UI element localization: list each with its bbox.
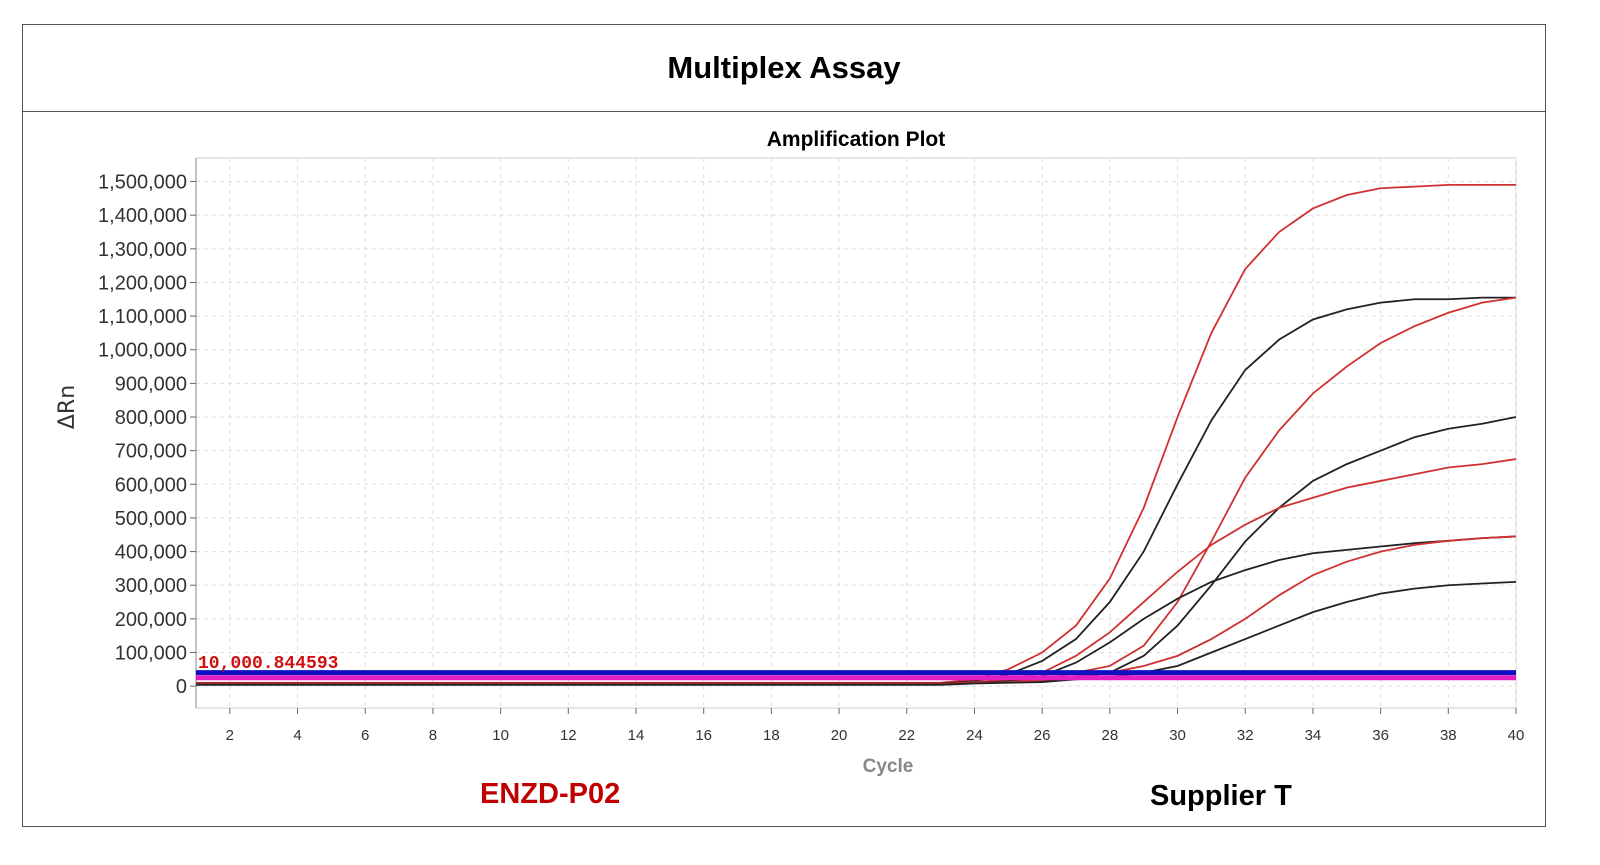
y-tick-label: 1,500,000 — [98, 172, 187, 194]
x-tick-label: 14 — [628, 727, 645, 744]
x-tick-label: 38 — [1440, 727, 1457, 744]
x-tick-label: 20 — [831, 727, 848, 744]
amplification-curve-red-2 — [196, 296, 1517, 686]
left-product-label: ENZD-P02 — [480, 778, 621, 810]
y-tick-label: 600,000 — [115, 474, 187, 496]
x-tick-label: 30 — [1169, 727, 1186, 744]
chart-frame: Multiplex Assay — [22, 24, 1546, 827]
y-tick-label: 100,000 — [115, 642, 187, 664]
x-tick-label: 8 — [429, 727, 437, 744]
y-tick-label: 1,400,000 — [98, 205, 187, 227]
right-product-label: Supplier T — [1150, 780, 1292, 812]
y-tick-label: 200,000 — [115, 609, 187, 631]
y-tick-label: 700,000 — [115, 441, 187, 463]
x-tick-label: 26 — [1034, 727, 1051, 744]
x-tick-label: 34 — [1305, 727, 1322, 744]
x-tick-label: 6 — [361, 727, 369, 744]
amplification-curve-red-3 — [196, 458, 1517, 686]
x-tick-label: 2 — [226, 727, 234, 744]
amplification-curve-black-4 — [196, 580, 1517, 686]
x-tick-label: 18 — [763, 727, 780, 744]
x-tick-label: 40 — [1508, 727, 1525, 744]
y-tick-label: 300,000 — [115, 575, 187, 597]
amplification-curve-black-1 — [196, 296, 1516, 685]
plot-area — [195, 157, 1517, 709]
x-tick-label: 28 — [1102, 727, 1119, 744]
threshold-label: 10,000.844593 — [198, 654, 338, 674]
x-tick-label: 24 — [966, 727, 983, 744]
y-tick-label: 1,300,000 — [98, 239, 187, 261]
x-tick-label: 16 — [695, 727, 712, 744]
y-tick-label: 0 — [176, 676, 187, 698]
x-tick-label: 4 — [293, 727, 301, 744]
y-tick-label: 1,100,000 — [98, 306, 187, 328]
chart-title: Amplification Plot — [767, 128, 946, 151]
y-tick-label: 1,200,000 — [98, 272, 187, 294]
page-title: Multiplex Assay — [23, 25, 1545, 112]
amplification-curve-black-2 — [196, 416, 1517, 686]
y-tick-label: 400,000 — [115, 542, 187, 564]
x-tick-label: 12 — [560, 727, 577, 744]
y-tick-label: 1,000,000 — [98, 340, 187, 362]
x-tick-label: 10 — [492, 727, 509, 744]
x-axis-label: Cycle — [863, 756, 914, 777]
x-tick-label: 32 — [1237, 727, 1254, 744]
x-tick-label: 36 — [1372, 727, 1389, 744]
y-tick-label: 800,000 — [115, 407, 187, 429]
amplification-curve-red-1 — [196, 184, 1516, 684]
y-tick-label: 900,000 — [115, 373, 187, 395]
y-tick-label: 500,000 — [115, 508, 187, 530]
x-tick-label: 22 — [898, 727, 915, 744]
y-axis-label: ΔRn — [55, 385, 80, 429]
